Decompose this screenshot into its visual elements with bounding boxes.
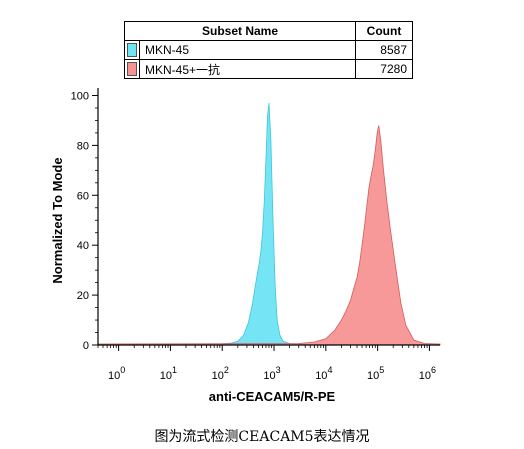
legend-table: Subset Name Count MKN-45 8587 MKN-45+一抗 … xyxy=(124,21,413,79)
x-tick-label: 106 xyxy=(419,365,436,382)
legend-row-name: MKN-45 xyxy=(139,40,356,60)
legend-row: MKN-45 8587 xyxy=(124,40,413,60)
x-tick-label: 101 xyxy=(160,365,177,382)
y-tick-label: 100 xyxy=(71,90,89,102)
y-tick-label: 0 xyxy=(83,340,89,352)
legend-swatch xyxy=(127,43,137,58)
legend-header-name: Subset Name xyxy=(124,21,356,41)
legend-header-count: Count xyxy=(355,21,413,41)
x-tick-label: 105 xyxy=(367,365,384,382)
legend-row: MKN-45+一抗 7280 xyxy=(124,59,413,79)
y-tick-label: 40 xyxy=(77,240,89,252)
y-tick-label: 80 xyxy=(77,140,89,152)
x-tick-label: 104 xyxy=(315,365,332,382)
legend-swatch xyxy=(127,62,137,77)
legend-header-row: Subset Name Count xyxy=(124,21,413,41)
legend-row-name: MKN-45+一抗 xyxy=(139,59,356,79)
legend-row-count: 7280 xyxy=(355,59,413,79)
y-tick-label: 60 xyxy=(77,190,89,202)
x-axis-label: anti-CEACAM5/R-PE xyxy=(209,389,336,404)
x-tick-label: 103 xyxy=(263,365,280,382)
x-tick-label: 100 xyxy=(108,365,125,382)
series-area-stained xyxy=(97,125,441,346)
y-axis-label: Normalized To Mode xyxy=(50,157,65,283)
figure-caption: 图为流式检测CEACAM5表达情况 xyxy=(154,429,370,445)
y-tick-label: 20 xyxy=(77,290,89,302)
x-tick-label: 102 xyxy=(212,365,229,382)
legend-row-count: 8587 xyxy=(355,40,413,60)
